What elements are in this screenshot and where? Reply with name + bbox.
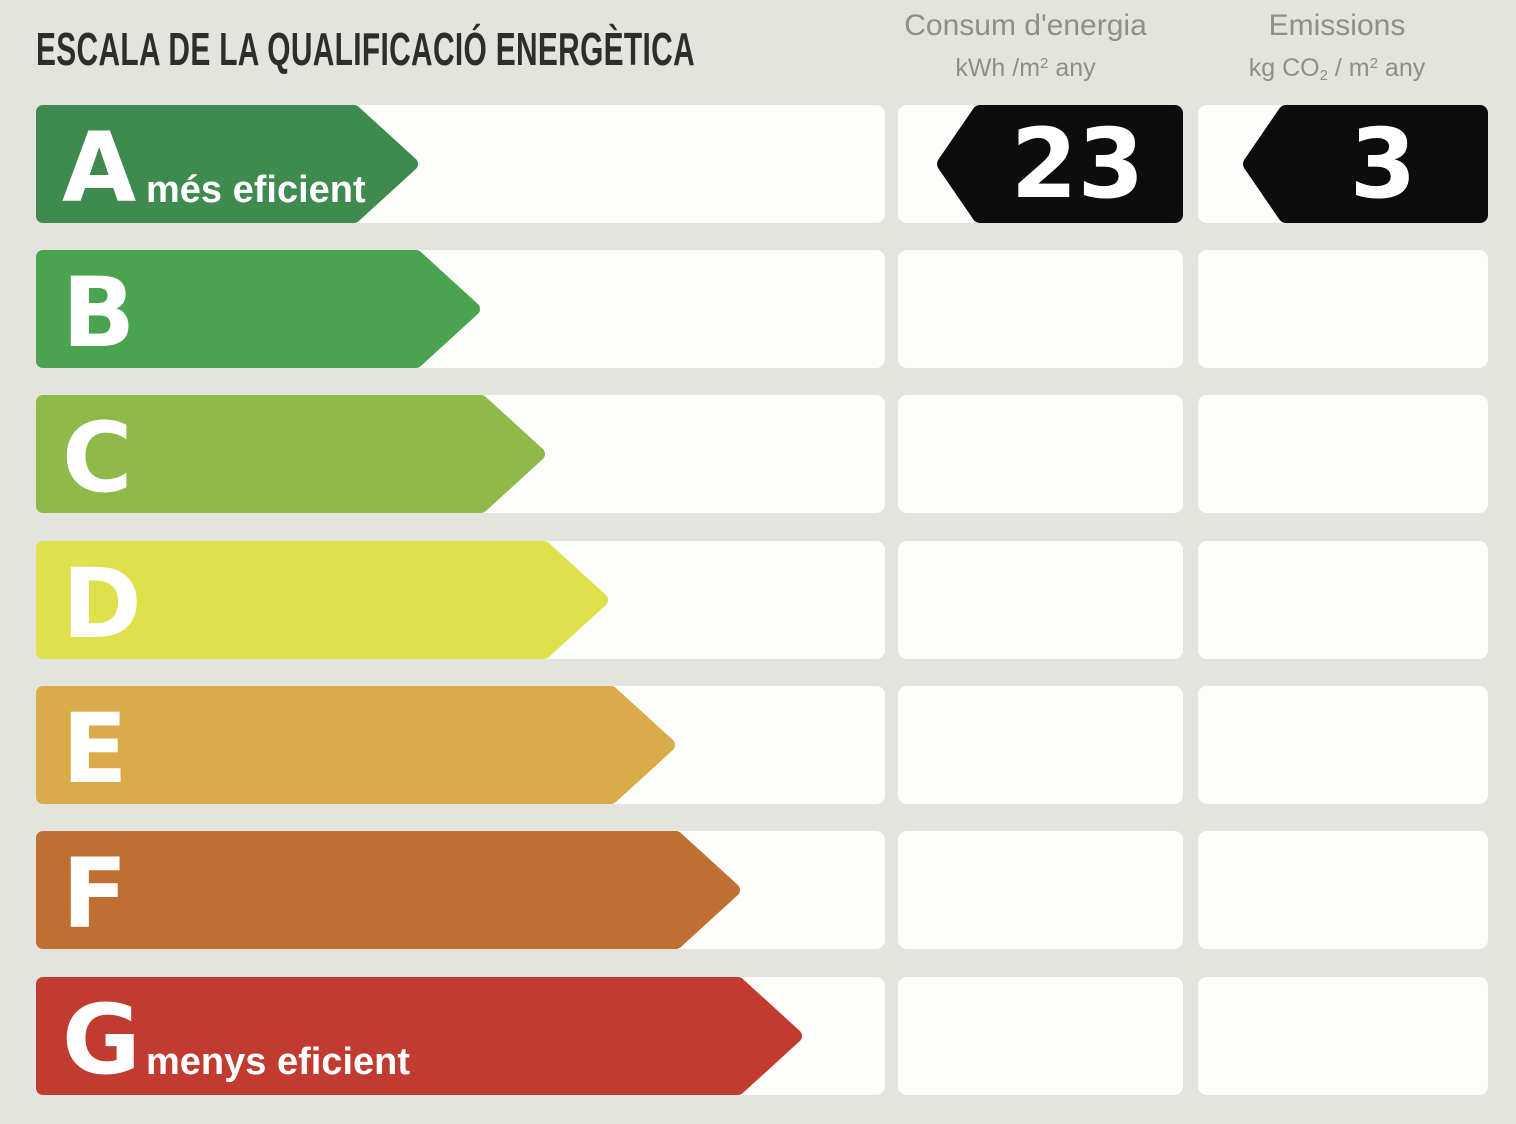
column-header-emissions: Emissions kg CO2 / m2 any [1190,8,1484,91]
consum-label: Consum d'energia [904,9,1147,42]
column-header-consum: Consum d'energia kWh /m2 any [883,8,1168,83]
scale-row-c: C [0,395,1516,514]
rating-letter: D [62,548,142,660]
emissions-unit: kg CO2 / m2 any [1248,54,1426,84]
page-title: ESCALA DE LA QUALIFICACIÓ ENERGÈTICA [36,23,695,75]
rating-letter: B [62,257,136,369]
rating-arrow-shape [36,395,545,513]
consum-cell [898,395,1183,513]
rating-letter: A [62,112,137,224]
consum-value: 23 [1010,108,1145,220]
rating-letter: C [62,402,133,514]
efficiency-note-worst: menys eficient [146,1041,410,1083]
rating-arrow-shape [36,541,608,659]
emissions-cell [1198,250,1488,368]
emissions-cell [1198,977,1488,1095]
scale-row-a: A més eficient 23 3 [0,105,1516,224]
rating-letter: E [62,693,128,805]
rating-arrow-shape [36,977,802,1095]
emissions-value: 3 [1349,108,1417,220]
scale-row-g: G menys eficient [0,977,1516,1096]
emissions-value-badge: 3 [1243,105,1488,223]
rating-arrow-shape [36,250,480,368]
consum-value-badge: 23 [937,105,1183,223]
emissions-cell [1198,541,1488,659]
emissions-cell [1198,686,1488,804]
rating-letter: G [62,984,141,1096]
consum-cell [898,977,1183,1095]
rating-arrow-shape [36,105,418,223]
emissions-cell [1198,395,1488,513]
scale-row-f: F [0,831,1516,950]
consum-unit: kWh /m2 any [955,54,1096,82]
emissions-cell [1198,831,1488,949]
scale-row-b: B [0,250,1516,369]
consum-cell [898,250,1183,368]
left-arrow-shape [1243,105,1488,223]
scale-row-d: D [0,541,1516,660]
left-arrow-shape [937,105,1183,223]
scale-row-e: E [0,686,1516,805]
rating-letter: F [62,838,128,950]
consum-cell [898,541,1183,659]
emissions-label: Emissions [1268,9,1406,42]
consum-cell [898,831,1183,949]
efficiency-note-best: més eficient [146,169,366,211]
rating-arrow-shape [36,831,740,949]
consum-cell [898,686,1183,804]
rating-arrow-shape [36,686,675,804]
